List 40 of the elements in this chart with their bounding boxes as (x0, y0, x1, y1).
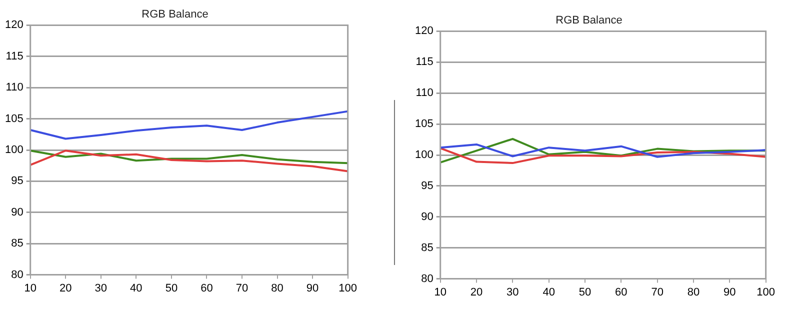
x-tick-label: 60 (615, 286, 628, 298)
y-tick-label: 80 (421, 272, 434, 285)
x-tick-label: 40 (542, 286, 555, 298)
x-tick-label: 100 (756, 286, 776, 298)
y-tick-label: 115 (416, 56, 434, 68)
y-tick-label: 100 (414, 149, 434, 162)
x-tick-label: 20 (60, 282, 72, 294)
x-tick-label: 40 (130, 282, 142, 294)
y-tick-label: 85 (421, 242, 434, 254)
x-tick-label: 80 (271, 282, 284, 294)
chart-title: RGB Balance (556, 14, 622, 27)
x-tick-label: 20 (470, 286, 483, 298)
y-tick-label: 95 (421, 180, 434, 192)
y-tick-label: 120 (414, 25, 434, 38)
x-tick-label: 90 (306, 282, 319, 294)
y-tick-label: 95 (11, 175, 24, 188)
x-tick-label: 30 (94, 282, 108, 294)
y-tick-label: 90 (421, 210, 434, 223)
x-tick-label: 90 (724, 286, 736, 298)
y-tick-label: 80 (11, 268, 24, 281)
x-tick-label: 10 (434, 286, 446, 298)
y-tick-label: 85 (11, 238, 24, 250)
y-tick-label: 115 (6, 50, 24, 62)
x-tick-label: 30 (506, 286, 519, 298)
y-tick-label: 110 (6, 82, 24, 94)
y-tick-label: 90 (11, 206, 24, 218)
x-tick-label: 50 (578, 286, 592, 298)
chart-title: RGB Balance (142, 8, 208, 21)
y-tick-label: 120 (4, 19, 24, 32)
x-tick-label: 100 (338, 282, 358, 294)
x-tick-label: 50 (165, 282, 178, 294)
y-tick-label: 105 (4, 112, 24, 125)
y-tick-label: 105 (414, 118, 434, 130)
y-tick-label: 110 (416, 87, 434, 100)
y-tick-label: 100 (4, 144, 24, 156)
x-tick-label: 70 (236, 282, 248, 294)
x-tick-label: 60 (200, 282, 213, 294)
x-tick-label: 80 (687, 286, 700, 298)
x-tick-label: 10 (24, 282, 36, 294)
x-tick-label: 70 (651, 286, 664, 298)
